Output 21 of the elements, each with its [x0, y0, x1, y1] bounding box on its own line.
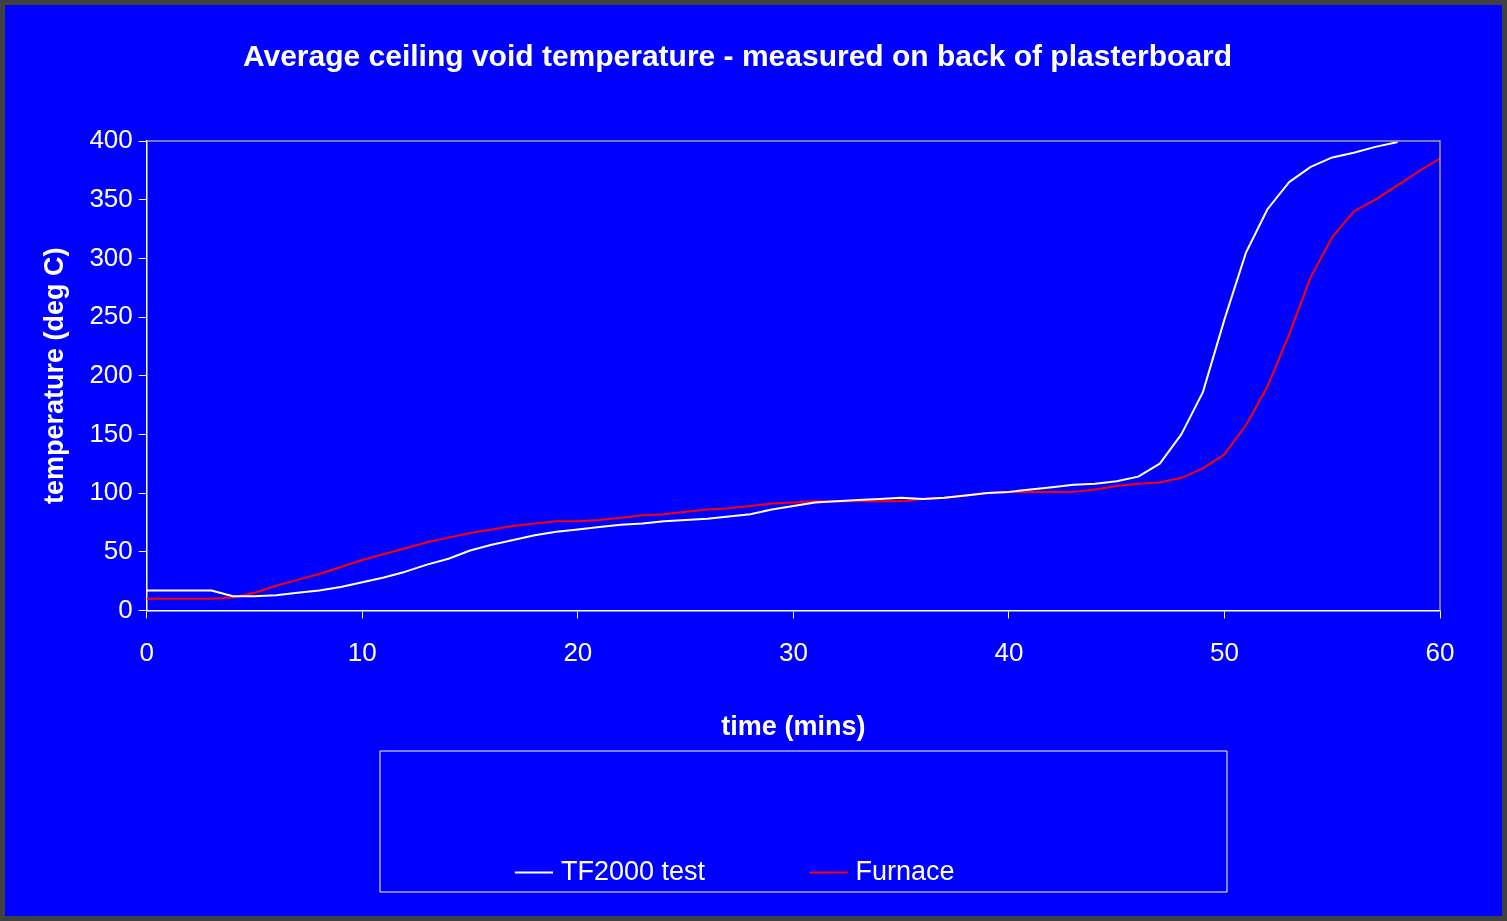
y-axis-title: temperature (deg C) — [38, 247, 69, 504]
x-tick-label: 0 — [139, 637, 155, 668]
x-tick-label: 10 — [347, 637, 377, 668]
legend-label: Furnace — [855, 855, 955, 886]
x-tick-label: 30 — [778, 637, 808, 668]
x-axis-title: time (mins) — [721, 711, 866, 742]
y-tick-label: 300 — [89, 241, 133, 272]
y-tick-label: 200 — [89, 358, 133, 389]
y-tick-label: 250 — [89, 300, 133, 331]
y-tick-label: 400 — [89, 124, 133, 155]
legend-label: TF2000 test — [560, 855, 706, 886]
y-tick-label: 150 — [89, 417, 133, 448]
x-tick-label: 50 — [1210, 637, 1239, 668]
x-tick-label: 60 — [1425, 637, 1455, 668]
y-tick-label: 0 — [118, 593, 133, 624]
chart-title: Average ceiling void temperature - measured on back of plasterboard — [242, 39, 1233, 73]
y-tick-label: 350 — [89, 182, 133, 213]
y-tick-label: 100 — [89, 476, 133, 507]
x-tick-label: 20 — [563, 637, 593, 668]
x-tick-label: 40 — [994, 637, 1024, 668]
y-tick-label: 50 — [103, 534, 133, 565]
